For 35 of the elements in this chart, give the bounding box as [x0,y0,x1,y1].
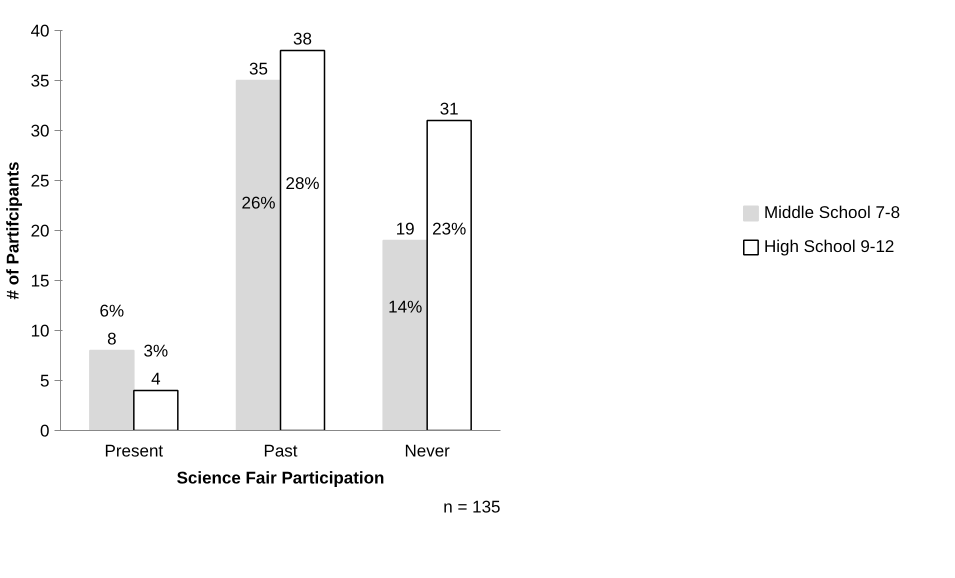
y-tick-label: 35 [30,72,50,90]
data-label: 35 [249,60,268,78]
y-axis-title: # of Partifcipants [4,162,23,300]
y-tick-label: 30 [30,122,50,140]
data-label: 19 [396,220,415,238]
data-label: 38 [293,30,312,48]
data-label: 4 [151,370,161,388]
bar [280,50,326,430]
text: n = 135 [443,498,501,516]
y-tick-label: 15 [30,272,50,290]
y-tick-label: 0 [40,422,50,440]
y-tick-label: 40 [30,22,50,40]
annotation: 3% [144,342,168,360]
x-axis-title: Science Fair Participation [176,468,384,488]
legend-label: High School 9-12 [764,237,894,257]
bar [426,120,472,430]
annotation: 23% [432,220,466,238]
annotation: 26% [241,194,276,212]
data-label: 8 [107,330,117,348]
annotation: 14% [388,298,422,316]
y-tick-label: 10 [30,322,50,340]
bar [133,390,179,430]
y-tick-label: 25 [30,172,50,190]
x-tick-label: Never [404,442,450,460]
legend-label: Middle School 7-8 [764,203,900,223]
annotation: 6% [100,302,124,320]
y-tick-label: 5 [40,372,50,390]
bar [382,240,428,430]
x-tick-label: Past [263,442,298,460]
annotation: 28% [285,174,320,193]
x-tick-label: Present [104,442,164,460]
bar [236,80,282,430]
data-label: 31 [440,100,459,118]
y-tick-label: 20 [30,222,50,240]
bar [89,350,135,430]
